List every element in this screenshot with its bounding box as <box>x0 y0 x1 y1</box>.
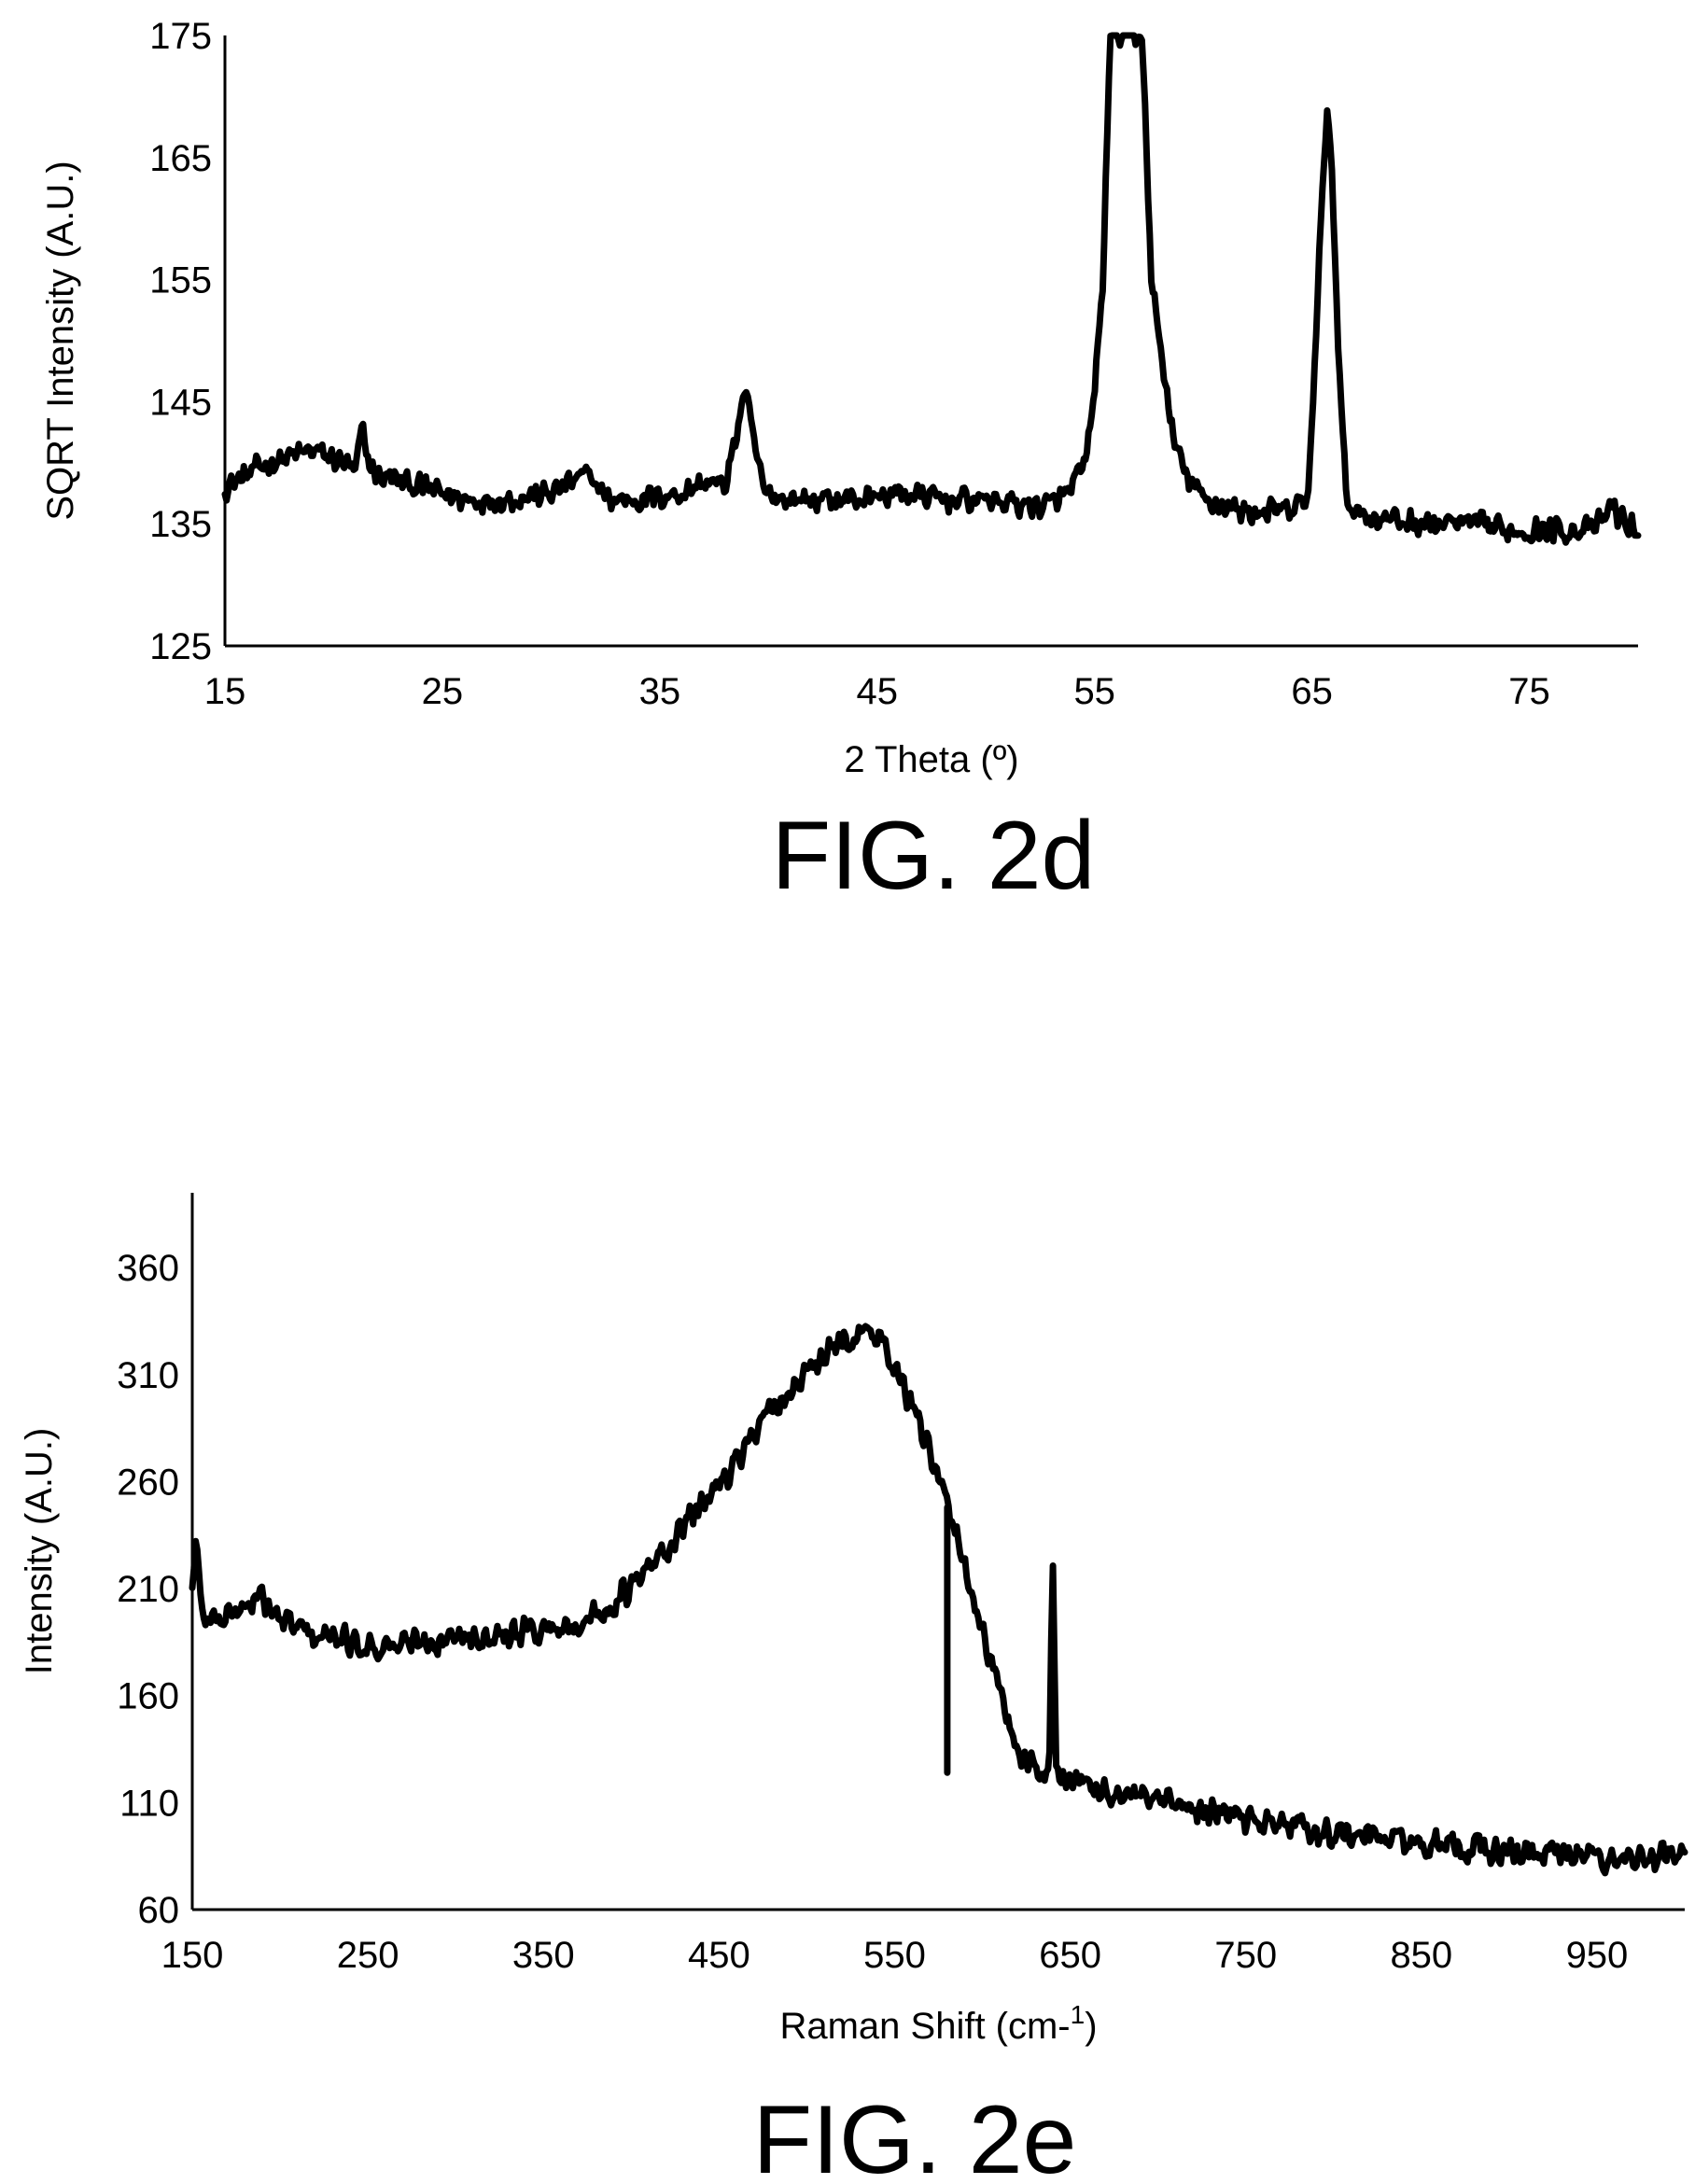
y-axis-title: Intensity (A.U.) <box>19 1428 60 1675</box>
y-tick-label: 110 <box>119 1783 179 1824</box>
x-tick-label: 15 <box>204 671 246 712</box>
y-axis-title: SQRT Intensity (A.U.) <box>40 161 81 520</box>
x-tick-label: 450 <box>688 1935 750 1976</box>
y-tick-label: 160 <box>117 1676 179 1717</box>
x-tick-label: 75 <box>1508 671 1550 712</box>
y-tick-label: 310 <box>117 1355 179 1396</box>
data-series-line <box>189 1323 1688 1877</box>
x-tick-label: 650 <box>1039 1935 1101 1976</box>
figure-2d: 125 135 145 155 165 175 15 25 35 45 55 65 75 2 Theta … <box>0 0 1695 933</box>
y-tick-label: 175 <box>149 16 212 57</box>
y-tick-label: 260 <box>117 1462 179 1503</box>
x-axis-title: Raman Shift (cm-1) <box>779 2000 1097 2047</box>
x-tick-label: 65 <box>1291 671 1333 712</box>
y-tick-label: 60 <box>138 1890 180 1931</box>
y-tick-label: 210 <box>117 1569 179 1610</box>
figure-caption: FIG. 2e <box>753 2086 1077 2184</box>
x-tick-label: 35 <box>639 671 681 712</box>
y-tick-label: 135 <box>149 504 212 545</box>
x-tick-label: 950 <box>1566 1935 1629 1976</box>
x-tick-label: 550 <box>863 1935 926 1976</box>
y-tick-label: 360 <box>117 1248 179 1289</box>
x-tick-label: 150 <box>161 1935 224 1976</box>
y-tick-label: 125 <box>149 626 212 667</box>
y-tick-label: 145 <box>149 382 212 423</box>
data-series-line <box>221 32 1642 546</box>
xrd-chart: 125 135 145 155 165 175 15 25 35 45 55 65 75 2 Theta … <box>40 16 1642 910</box>
x-tick-label: 250 <box>337 1935 399 1976</box>
y-tick-label: 165 <box>149 138 212 179</box>
x-tick-label: 55 <box>1073 671 1115 712</box>
x-axis-title: 2 Theta (º) <box>844 739 1018 780</box>
figure-2e: 60 110 160 210 260 310 360 150 250 350 450 550 650 75… <box>0 1157 1695 2184</box>
x-tick-label: 45 <box>857 671 899 712</box>
figure-caption: FIG. 2d <box>772 802 1096 910</box>
x-tick-label: 750 <box>1214 1935 1277 1976</box>
x-tick-label: 25 <box>422 671 464 712</box>
x-tick-label: 350 <box>512 1935 575 1976</box>
y-tick-label: 155 <box>149 260 212 301</box>
x-tick-label: 850 <box>1390 1935 1452 1976</box>
raman-chart: 60 110 160 210 260 310 360 150 250 350 450 550 650 75… <box>19 1193 1688 2184</box>
